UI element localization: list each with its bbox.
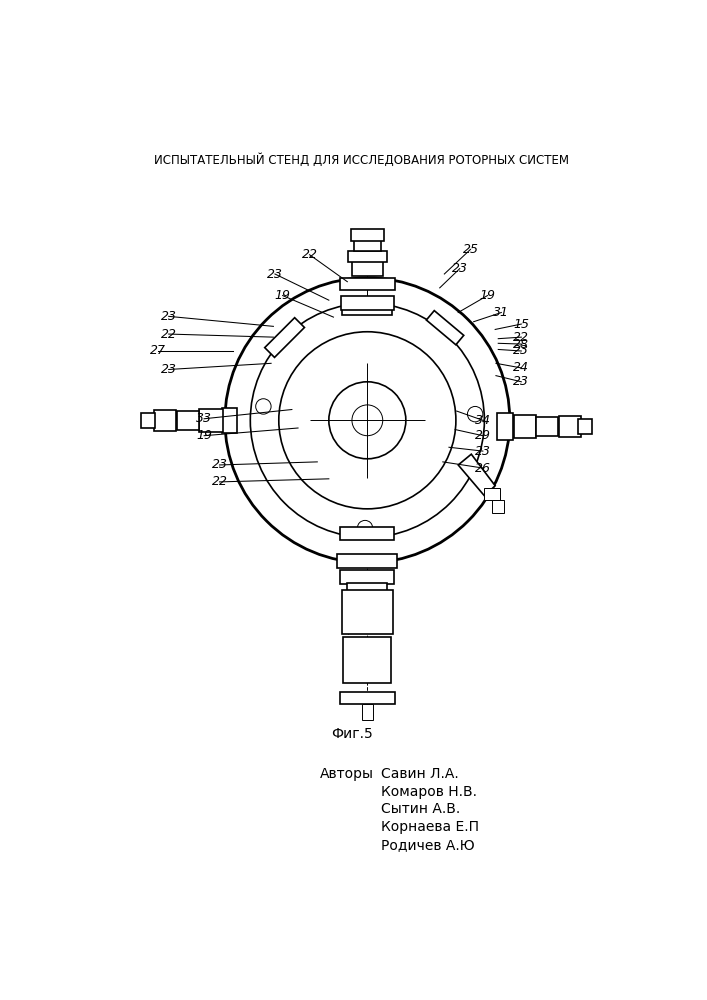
Bar	[352, 261, 382, 276]
Bar	[347, 583, 387, 592]
Text: 26: 26	[475, 462, 491, 475]
Text: 23: 23	[211, 458, 228, 471]
Circle shape	[467, 406, 483, 422]
Circle shape	[225, 278, 510, 563]
Text: 23: 23	[475, 445, 491, 458]
Bar	[426, 311, 464, 345]
Circle shape	[357, 520, 373, 536]
Text: Авторы: Авторы	[320, 767, 373, 781]
Text: 23: 23	[160, 310, 177, 323]
Bar	[154, 410, 175, 431]
Text: Родичев А.Ю: Родичев А.Ю	[381, 838, 475, 852]
Bar	[177, 411, 199, 430]
Text: 23: 23	[452, 262, 468, 275]
Bar	[199, 409, 223, 432]
Text: 27: 27	[150, 344, 166, 358]
Text: 23: 23	[267, 267, 283, 280]
Bar	[362, 704, 373, 720]
Text: 23: 23	[160, 363, 177, 376]
Text: 29: 29	[475, 429, 491, 442]
Text: 22: 22	[513, 331, 530, 344]
Circle shape	[352, 405, 382, 436]
Bar	[339, 278, 395, 290]
Bar	[340, 570, 395, 584]
Bar	[578, 419, 592, 434]
Text: Комаров Н.В.: Комаров Н.В.	[381, 785, 477, 799]
Circle shape	[250, 303, 484, 537]
Bar	[342, 299, 392, 315]
Bar	[342, 590, 393, 634]
Bar	[515, 415, 536, 438]
Text: 23: 23	[513, 344, 530, 358]
Bar	[341, 296, 394, 310]
Text: 23: 23	[513, 375, 530, 388]
Text: Савин Л.А.: Савин Л.А.	[381, 767, 459, 781]
Bar	[498, 413, 513, 440]
Text: 15: 15	[513, 318, 530, 331]
Bar	[222, 408, 238, 433]
Text: 19: 19	[479, 289, 496, 302]
Bar	[264, 318, 305, 357]
Bar	[351, 229, 383, 241]
Text: 22: 22	[302, 248, 317, 261]
Circle shape	[256, 399, 271, 414]
Bar	[337, 554, 397, 568]
Text: 34: 34	[475, 414, 491, 427]
Text: 19: 19	[274, 289, 291, 302]
Bar	[492, 500, 504, 513]
Bar	[344, 637, 391, 683]
Text: 22: 22	[160, 328, 177, 341]
Text: 22: 22	[211, 475, 228, 488]
Circle shape	[279, 332, 456, 509]
Bar	[339, 692, 395, 704]
Bar	[484, 488, 500, 500]
Bar	[340, 527, 395, 540]
Bar	[536, 417, 558, 436]
Text: Корнаева Е.П: Корнаева Е.П	[381, 820, 479, 834]
Text: 24: 24	[513, 361, 530, 374]
Bar	[348, 251, 387, 262]
Circle shape	[329, 382, 406, 459]
Text: ИСПЫТАТЕЛЬНЫЙ СТЕНД ДЛЯ ИССЛЕДОВАНИЯ РОТОРНЫХ СИСТЕМ: ИСПЫТАТЕЛЬНЫЙ СТЕНД ДЛЯ ИССЛЕДОВАНИЯ РОТ…	[154, 153, 569, 167]
Bar	[141, 413, 155, 428]
Text: Сытин А.В.: Сытин А.В.	[381, 802, 460, 816]
Bar	[559, 416, 580, 437]
Text: 19: 19	[196, 429, 212, 442]
Text: 31: 31	[493, 306, 509, 319]
Text: 33: 33	[196, 412, 212, 425]
Text: 25: 25	[462, 243, 479, 256]
Bar	[354, 240, 381, 251]
Text: Фиг.5: Фиг.5	[331, 727, 373, 741]
Text: 28: 28	[513, 338, 530, 351]
Polygon shape	[458, 454, 495, 496]
